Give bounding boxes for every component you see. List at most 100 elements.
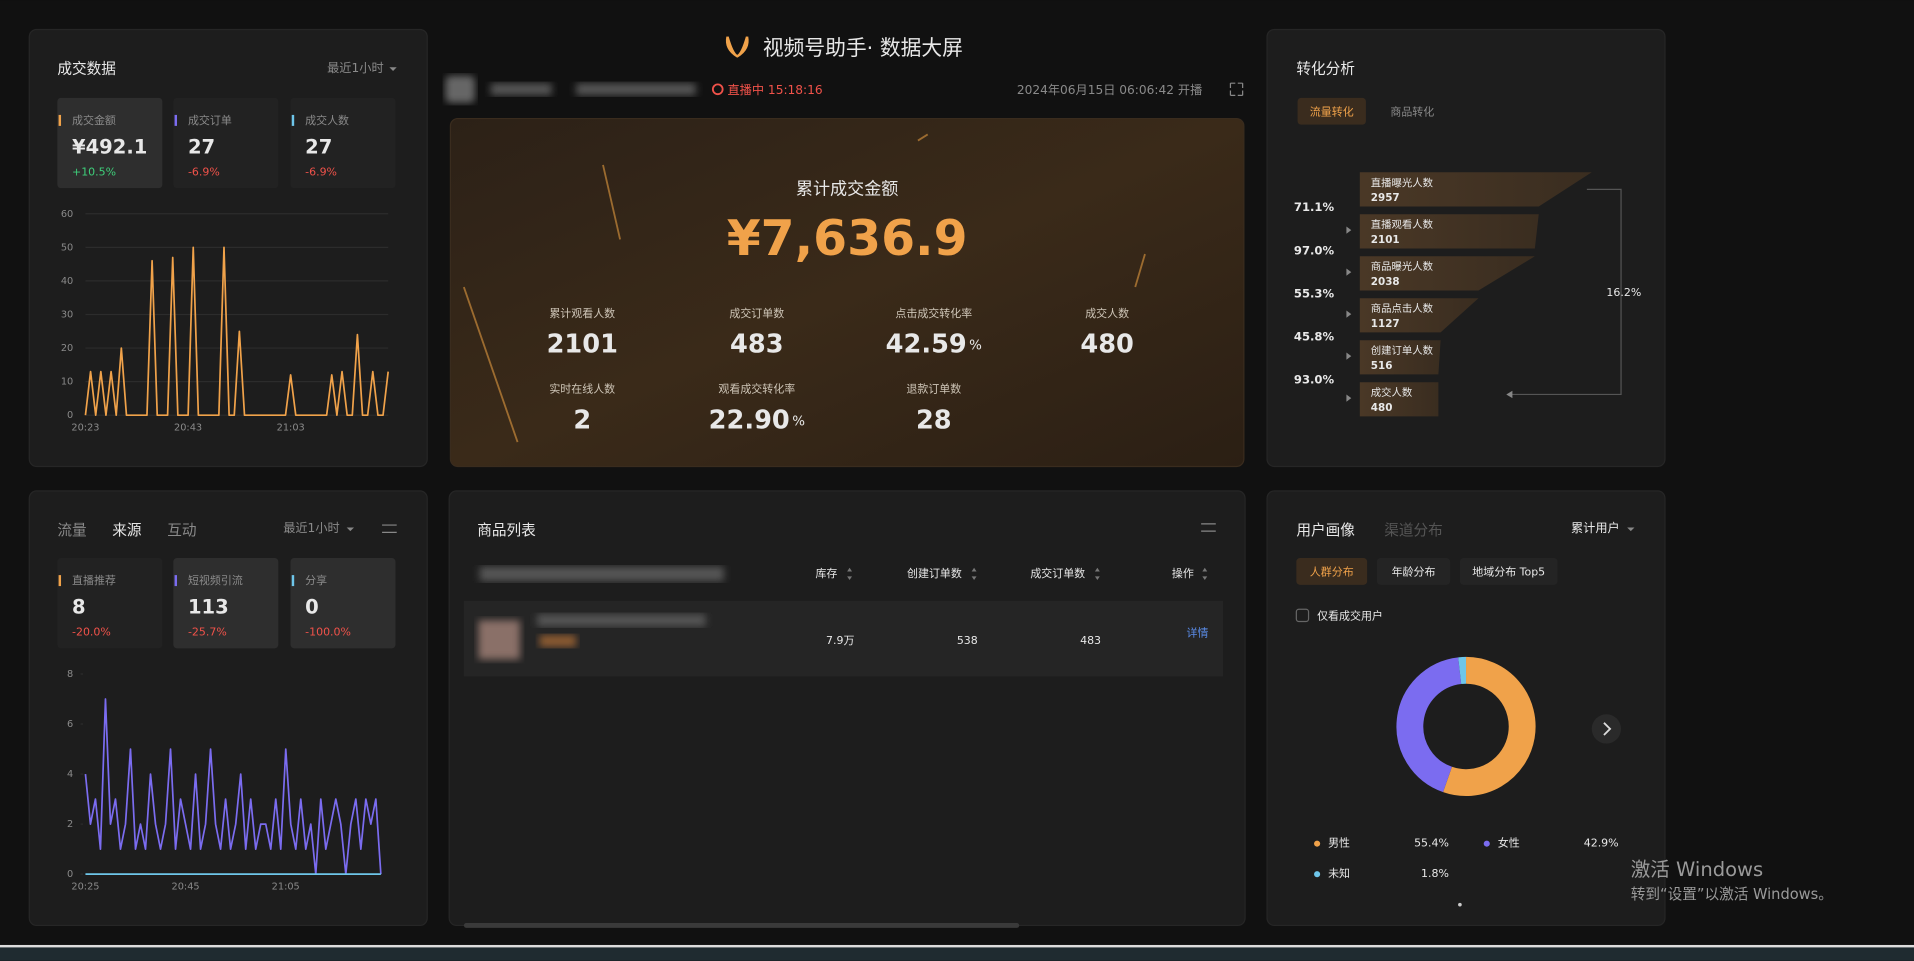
decoration [462,133,1146,443]
filter-icon[interactable] [382,524,397,533]
metric-value: 22.90% [709,405,805,435]
card-marker [291,575,295,587]
start-time: 2024年06月15日 06:06:42 开播 [1017,83,1202,97]
checkbox-label[interactable]: 仅看成交用户 [1317,609,1383,623]
metric-unit: % [969,339,982,354]
taskbar-edge [0,944,1914,948]
metric-number: 28 [916,405,952,435]
panel [448,490,1246,927]
tab-label[interactable]: 商品转化 [1390,104,1434,118]
tab-label[interactable]: 地域分布 Top5 [1472,566,1545,579]
card-change: -6.9% [305,165,337,178]
y-tick-label: 8 [67,669,73,680]
metric-label: 退款订单数 [906,382,961,396]
metric-number: 2 [573,405,591,435]
column-header[interactable]: 创建订单数 [907,566,962,580]
caret [1627,527,1635,532]
range-select[interactable]: 最近1小时 [327,61,384,75]
card[interactable] [173,558,279,649]
tab[interactable]: 渠道分布 [1384,522,1443,539]
card[interactable] [173,97,279,189]
funnel-stage [1359,214,1539,249]
stage-label: 直播曝光人数 [1371,176,1434,189]
stage-value: 1127 [1371,318,1400,330]
line [84,698,382,876]
panel-title: 成交数据 [57,60,116,78]
card[interactable] [290,97,396,189]
funnel-stage [1359,340,1441,375]
metric-number: 2101 [547,330,618,360]
conversion-rate: 71.1% [1294,200,1335,214]
stage-value: 2038 [1371,276,1400,288]
stage-label: 成交人数 [1371,386,1413,399]
card-change: -25.7% [188,625,227,638]
card-value: 8 [72,596,86,619]
legend-label: 未知 [1328,866,1350,880]
tab[interactable]: 用户画像 [1296,522,1355,539]
tab[interactable]: 来源 [112,522,142,539]
next-button[interactable] [1591,714,1622,744]
metrics: 累计观看人数 2101 成交订单数 483 点击成交转化率 42.59 % 成交人数 480 实时… [547,306,1134,435]
legend-dot [1314,871,1321,878]
panel [28,490,428,927]
stage-value: 2957 [1371,192,1400,204]
tab-label[interactable]: 年龄分布 [1392,565,1436,579]
arrow [1506,390,1513,399]
column-header[interactable]: 库存 [815,566,837,580]
funnel-stage [1359,256,1535,291]
donut-slice [1396,657,1462,793]
funnel-stage [1359,382,1439,417]
stage-label: 商品曝光人数 [1371,260,1434,273]
filter-icon[interactable] [1201,523,1216,532]
x-tick-label: 21:03 [277,422,305,433]
card[interactable] [57,97,163,189]
blurred-tag [539,634,577,648]
card-label: 成交人数 [305,113,349,127]
card-marker [58,575,62,587]
tab[interactable]: 互动 [167,522,196,539]
card-label: 分享 [305,573,327,587]
tab[interactable] [1297,97,1366,125]
y-tick-label: 6 [67,719,73,730]
metric-value: 42.59% [886,330,982,360]
y-tick-label: 30 [61,309,73,320]
metric-number: 480 [1080,330,1134,360]
tab[interactable] [1376,558,1451,585]
legend-dot [1314,840,1321,847]
fullscreen-icon[interactable] [1229,82,1244,96]
range-select[interactable]: 最近1小时 [283,521,340,535]
line [84,246,390,417]
tab[interactable] [1296,558,1368,585]
y-tick-label: 4 [67,769,73,780]
card-change: -100.0% [305,625,351,638]
detail-link[interactable]: 详情 [1187,626,1209,640]
tab-label[interactable]: 流量转化 [1310,104,1354,118]
x-tick-label: 20:45 [172,881,200,892]
conversion-rate: 45.8% [1294,329,1335,343]
y-tick-label: 20 [61,343,73,354]
scrollbar[interactable] [463,922,1020,928]
tab[interactable] [1459,558,1558,585]
funnel: 直播曝光人数 2957 直播观看人数 2101 商品曝光人数 2038 商品点击人数 1127… [1294,172,1592,417]
y-tick-label: 0 [67,410,73,421]
card-value: 27 [305,135,332,158]
live-status: 直播中 15:18:16 [728,82,823,97]
card-label: 成交订单 [188,113,232,127]
page-title: 视频号助手· 数据大屏 [763,36,963,60]
card[interactable] [57,558,163,649]
column-header[interactable]: 成交订单数 [1030,566,1085,580]
legend-value: 42.9% [1584,837,1619,850]
conversion-rate: 93.0% [1294,373,1335,387]
x-tick-label: 21:05 [272,881,300,892]
tab-label[interactable]: 人群分布 [1310,565,1354,579]
card[interactable] [290,558,396,649]
metric-value: 28 [916,405,952,435]
tab[interactable]: 流量 [57,522,86,539]
card-change: -6.9% [188,165,220,178]
range-select[interactable]: 累计用户 [1571,520,1620,535]
funnel-stage [1359,172,1592,207]
overall-rate: 16.2% [1606,286,1641,299]
checkbox[interactable] [1295,608,1310,623]
